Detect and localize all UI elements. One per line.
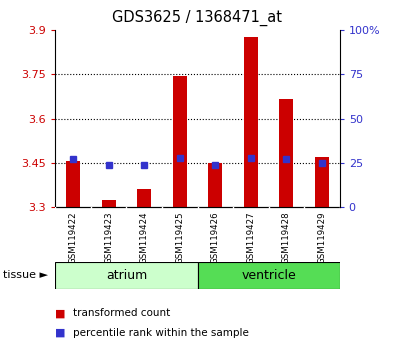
Bar — [55, 262, 198, 289]
Text: GSM119425: GSM119425 — [175, 211, 184, 264]
Bar — [315, 157, 329, 207]
Bar — [66, 161, 80, 207]
Text: GSM119423: GSM119423 — [104, 211, 113, 264]
Bar — [279, 99, 293, 207]
Text: GDS3625 / 1368471_at: GDS3625 / 1368471_at — [113, 10, 282, 26]
Text: percentile rank within the sample: percentile rank within the sample — [73, 328, 249, 338]
Bar — [102, 200, 116, 207]
Text: GSM119427: GSM119427 — [246, 211, 255, 264]
Text: transformed count: transformed count — [73, 308, 170, 318]
Bar — [244, 38, 258, 207]
Text: atrium: atrium — [106, 269, 147, 282]
Text: ■: ■ — [55, 328, 66, 338]
Text: GSM119424: GSM119424 — [140, 211, 149, 264]
Text: GSM119426: GSM119426 — [211, 211, 220, 264]
Text: ventricle: ventricle — [241, 269, 296, 282]
Text: GSM119422: GSM119422 — [69, 211, 77, 264]
Bar — [173, 76, 187, 207]
Text: GSM119428: GSM119428 — [282, 211, 291, 264]
Bar — [208, 163, 222, 207]
Text: ■: ■ — [55, 308, 66, 318]
Bar — [198, 262, 340, 289]
Text: tissue ►: tissue ► — [3, 270, 48, 280]
Text: GSM119429: GSM119429 — [318, 211, 326, 264]
Bar — [137, 189, 151, 207]
